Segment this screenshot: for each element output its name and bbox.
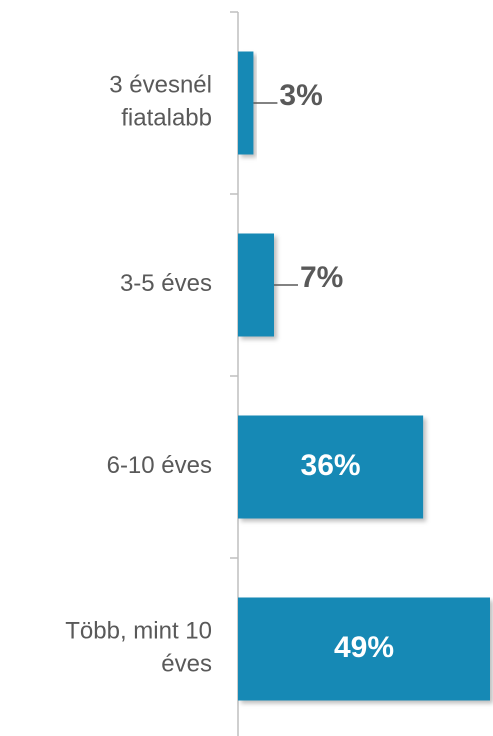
data-label: 3% bbox=[279, 79, 322, 112]
data-label: 49% bbox=[334, 631, 394, 664]
labels-group: 3 évesnél fiatalabb 3% 3-5 éves 7% 6-10 éves 3… bbox=[65, 72, 394, 678]
category-label: 3-5 éves bbox=[120, 270, 212, 297]
category-label: Több, mint 10 éves bbox=[65, 618, 212, 678]
bar bbox=[238, 233, 274, 337]
category-axis bbox=[230, 11, 239, 736]
data-label: 36% bbox=[301, 449, 361, 482]
category-label: 3 évesnél fiatalabb bbox=[109, 72, 212, 132]
bar bbox=[238, 51, 254, 155]
bar bbox=[238, 415, 424, 519]
bars-group bbox=[238, 51, 490, 701]
category-label: 6-10 éves bbox=[107, 452, 212, 479]
data-label: 7% bbox=[300, 261, 343, 294]
bar bbox=[238, 597, 490, 701]
